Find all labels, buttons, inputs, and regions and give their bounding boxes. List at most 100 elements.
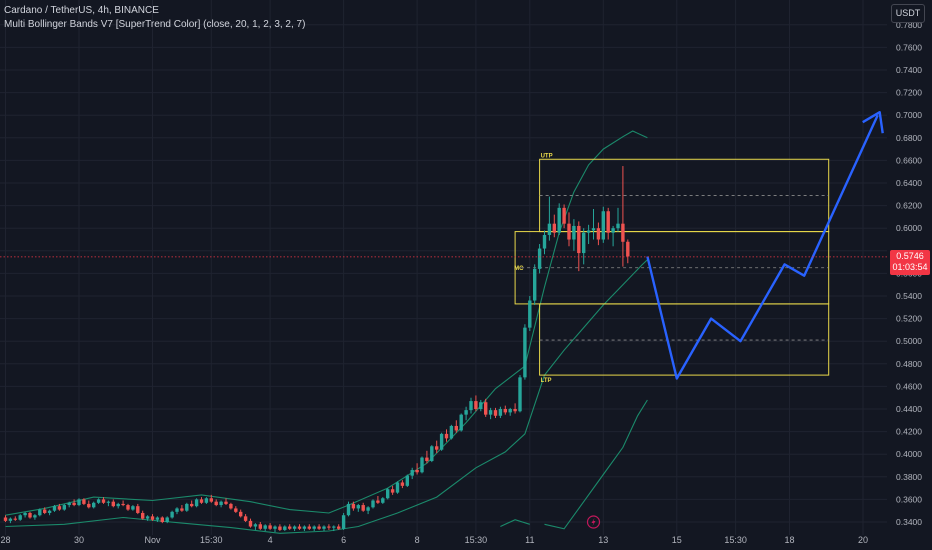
candle-body <box>23 512 27 516</box>
candle-down <box>268 523 272 530</box>
candle-body <box>28 512 32 518</box>
zone-label: LTP <box>541 378 552 384</box>
time-tick-label: 15 <box>672 535 682 545</box>
zone-ltp: LTP <box>539 303 830 384</box>
zone-boxes: UTP MC LTP <box>514 153 830 384</box>
candle-up <box>386 488 390 500</box>
candle-down <box>101 497 106 504</box>
candle-body <box>33 515 37 518</box>
candle-up <box>185 502 189 512</box>
candle-body <box>356 505 360 509</box>
candle-body <box>547 223 552 235</box>
time-tick-label: 6 <box>341 535 346 545</box>
price-tick-label: 0.4400 <box>896 404 922 414</box>
candle-body <box>312 526 316 529</box>
price-tick-label: 0.4200 <box>896 427 922 437</box>
candle-body <box>87 503 91 508</box>
candle-up <box>469 397 473 414</box>
candle-up <box>62 503 66 511</box>
candle-up <box>395 481 400 494</box>
candle-down <box>297 524 302 530</box>
candle-up <box>405 474 409 487</box>
candle-body <box>430 446 434 461</box>
candle-up <box>430 445 434 463</box>
candle-up <box>77 498 81 507</box>
last-price-value: 0.5746 <box>896 251 924 261</box>
candle-up <box>459 413 463 432</box>
candle-up <box>116 502 120 509</box>
candle-body <box>126 505 130 510</box>
price-tick-label: 0.3600 <box>896 494 922 504</box>
candle-up <box>464 406 468 421</box>
candle-body <box>606 211 610 233</box>
candle-down <box>351 501 356 511</box>
event-circle <box>586 515 601 529</box>
candle-body <box>96 499 101 503</box>
candle-down <box>626 239 630 264</box>
candle-body <box>150 516 155 520</box>
candle-body <box>38 509 42 516</box>
band-lower2 <box>5 259 648 534</box>
candle-body <box>572 225 576 240</box>
candle-up <box>175 507 179 515</box>
time-tick-label: Nov <box>144 535 161 545</box>
indicator-title[interactable]: Multi Bollinger Bands V7 [SuperTrend Col… <box>4 19 306 30</box>
candle-up <box>273 525 277 533</box>
candle-body <box>454 425 458 431</box>
candle-body <box>141 512 145 519</box>
time-tick-label: 30 <box>74 535 84 545</box>
time-axis[interactable]: 28 30 Nov 15:30 4 6 8 15:30 11 13 15 15:30 18 20 <box>0 535 868 545</box>
candle-body <box>484 402 488 415</box>
price-tick-label: 0.3800 <box>896 472 922 482</box>
price-tick-label: 0.7400 <box>896 65 922 75</box>
price-tick-label: 0.4600 <box>896 381 922 391</box>
candle-body <box>395 482 400 493</box>
candle-up <box>488 407 493 420</box>
candle-body <box>136 506 140 513</box>
candle-down <box>474 395 478 412</box>
candle-down <box>258 522 262 530</box>
candle-body <box>322 526 326 529</box>
candle-body <box>160 517 164 522</box>
candle-up <box>533 264 537 306</box>
candle-body <box>101 499 106 503</box>
candle-body <box>121 503 125 506</box>
candle-down <box>150 514 155 521</box>
candlesticks <box>3 166 630 533</box>
candle-body <box>155 517 160 520</box>
candle-down <box>567 212 571 247</box>
candle-up <box>33 514 37 520</box>
candle-body <box>567 223 571 240</box>
candle-body <box>420 457 424 473</box>
currency-button[interactable]: USDT <box>891 4 925 23</box>
candle-down <box>72 499 76 507</box>
price-tick-label: 0.7000 <box>896 110 922 120</box>
candle-down <box>190 500 194 508</box>
candle-body <box>317 526 321 529</box>
candle-up <box>547 196 552 241</box>
candle-body <box>366 507 370 511</box>
candle-down <box>503 405 507 415</box>
candle-body <box>410 470 414 476</box>
price-tick-label: 0.4000 <box>896 449 922 459</box>
candle-body <box>616 223 620 229</box>
candle-up <box>322 525 326 532</box>
candle-down <box>160 516 164 524</box>
candle-up <box>616 207 620 232</box>
candle-body <box>204 498 209 503</box>
symbol-title[interactable]: Cardano / TetherUS, 4h, BINANCE <box>4 5 159 16</box>
band-lower3 <box>544 399 648 530</box>
candle-body <box>82 499 86 504</box>
candle-body <box>180 508 184 511</box>
price-tick-label: 0.5400 <box>896 291 922 301</box>
candle-body <box>582 232 586 254</box>
event-marker[interactable] <box>586 515 601 529</box>
candle-down <box>111 499 115 508</box>
candle-body <box>67 502 71 506</box>
candle-body <box>469 401 473 411</box>
last-price-tag: 0.5746 01:03:54 <box>890 250 930 275</box>
time-tick-label: 8 <box>415 535 420 545</box>
candle-up <box>263 524 267 532</box>
candle-body <box>518 377 522 412</box>
